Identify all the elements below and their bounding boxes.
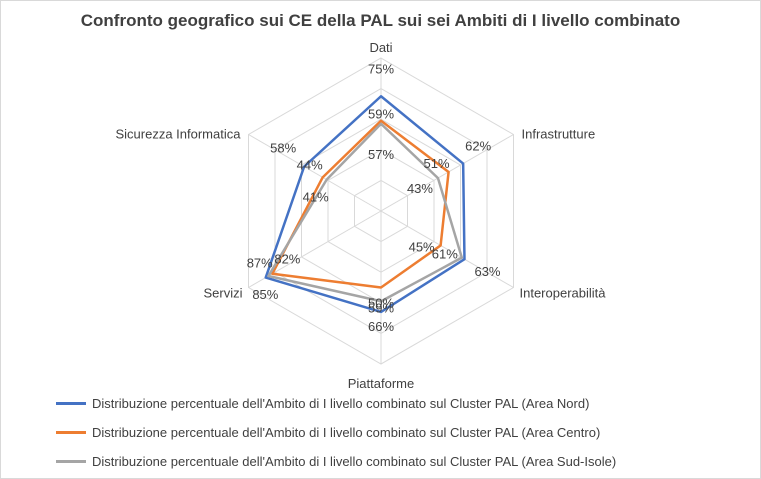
grid-spoke-3 — [380, 210, 514, 288]
series-line-2 — [271, 119, 450, 289]
data-label-s3-1: 57% — [368, 147, 394, 162]
axis-label-2: Infrastrutture — [522, 127, 596, 142]
legend-swatch-3 — [56, 460, 86, 463]
legend-swatch-2 — [56, 431, 86, 434]
axis-label-1: Dati — [369, 40, 392, 55]
legend-item-2: Distribuzione percentuale dell'Ambito di… — [56, 418, 616, 447]
data-label-s2-1: 59% — [368, 107, 394, 122]
chart-title: Confronto geografico sui CE della PAL su… — [80, 11, 681, 30]
data-label-s1-2: 62% — [465, 139, 491, 154]
axis-label-6: Sicurezza Informatica — [115, 127, 241, 142]
axis-label-3: Interoperabilità — [520, 286, 607, 301]
legend-item-1: Distribuzione percentuale dell'Ambito di… — [56, 389, 616, 418]
data-label-s3-2: 43% — [407, 181, 433, 196]
grid-spoke-6 — [248, 134, 382, 212]
legend-label-2: Distribuzione percentuale dell'Ambito di… — [92, 425, 601, 440]
series-line-3 — [267, 122, 464, 303]
legend-label-3: Distribuzione percentuale dell'Ambito di… — [92, 454, 617, 469]
data-label-s2-2: 51% — [424, 156, 450, 171]
data-label-s3-3: 61% — [432, 247, 458, 262]
data-label-s2-5: 82% — [274, 252, 300, 267]
chart-legend: Distribuzione percentuale dell'Ambito di… — [56, 389, 616, 476]
radar-chart: Dati Infrastrutture Interoperabilità Piatta… — [115, 40, 607, 391]
data-label-s1-1: 75% — [368, 61, 394, 76]
data-label-s1-6: 58% — [270, 141, 296, 156]
data-label-s1-4: 66% — [368, 319, 394, 334]
data-label-s2-6: 44% — [297, 157, 323, 172]
legend-item-3: Distribuzione percentuale dell'Ambito di… — [56, 447, 616, 476]
axis-label-5: Servizi — [203, 286, 242, 301]
data-label-s3-6: 41% — [303, 190, 329, 205]
legend-label-1: Distribuzione percentuale dell'Ambito di… — [92, 396, 590, 411]
data-label-s1-5: 87% — [247, 256, 273, 271]
legend-swatch-1 — [56, 402, 86, 405]
data-label-s1-3: 63% — [474, 264, 500, 279]
data-label-s3-4: 59% — [368, 300, 394, 315]
data-label-s2-4: 50% — [368, 296, 394, 311]
data-label-s3-5: 85% — [252, 287, 278, 302]
data-label-s2-3: 45% — [409, 239, 435, 254]
series-line-1 — [264, 95, 466, 314]
axis-label-4: Piattaforme — [348, 376, 414, 391]
